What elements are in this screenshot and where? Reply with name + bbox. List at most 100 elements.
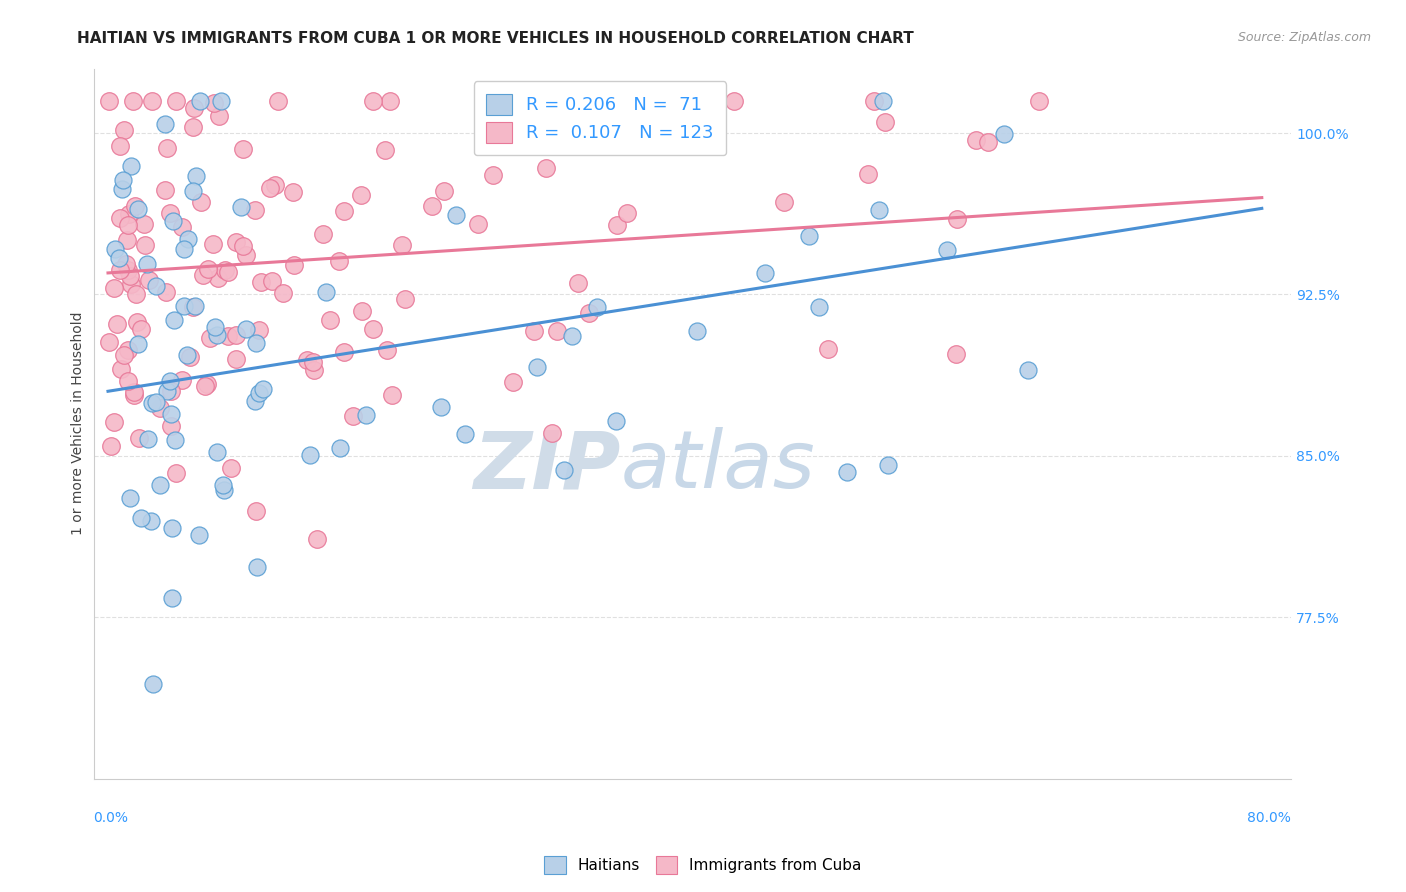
Point xyxy=(165,94,187,108)
Point xyxy=(127,336,149,351)
Point xyxy=(118,206,141,220)
Point xyxy=(104,242,127,256)
Point xyxy=(122,384,145,399)
Point xyxy=(108,251,131,265)
Point xyxy=(235,248,257,262)
Point xyxy=(536,161,558,176)
Point xyxy=(135,257,157,271)
Point xyxy=(977,135,1000,149)
Point xyxy=(132,217,155,231)
Point xyxy=(187,527,209,541)
Point xyxy=(394,292,416,306)
Point xyxy=(872,94,894,108)
Point xyxy=(138,273,160,287)
Point xyxy=(184,299,207,313)
Point xyxy=(204,320,226,334)
Point xyxy=(145,395,167,409)
Point xyxy=(160,521,183,535)
Point xyxy=(350,304,373,318)
Point xyxy=(247,323,270,337)
Point xyxy=(454,427,477,442)
Point xyxy=(162,214,184,228)
Point xyxy=(723,94,745,108)
Point xyxy=(283,258,305,272)
Point xyxy=(173,242,195,256)
Point xyxy=(243,394,266,409)
Point xyxy=(225,352,247,367)
Point xyxy=(117,343,139,357)
Point xyxy=(195,376,218,391)
Text: 80.0%: 80.0% xyxy=(1247,811,1291,824)
Point xyxy=(108,262,131,277)
Text: atlas: atlas xyxy=(620,427,815,505)
Point xyxy=(328,254,350,268)
Point xyxy=(553,463,575,477)
Point xyxy=(298,448,321,462)
Point xyxy=(122,94,145,108)
Point xyxy=(201,237,224,252)
Point xyxy=(184,169,207,183)
Point xyxy=(136,432,159,446)
Point xyxy=(155,384,177,399)
Point xyxy=(232,239,254,253)
Point xyxy=(183,101,205,115)
Point xyxy=(245,503,267,517)
Point xyxy=(616,206,638,220)
Point xyxy=(281,185,304,199)
Point xyxy=(105,317,128,331)
Point xyxy=(160,591,183,605)
Point xyxy=(578,306,600,320)
Point xyxy=(98,334,121,349)
Point xyxy=(179,350,201,364)
Point xyxy=(110,362,132,376)
Point xyxy=(858,167,880,181)
Point xyxy=(526,359,548,374)
Point xyxy=(605,414,627,428)
Point xyxy=(202,95,225,110)
Point xyxy=(190,94,212,108)
Point xyxy=(120,159,142,173)
Point xyxy=(231,201,253,215)
Point xyxy=(502,375,524,389)
Point xyxy=(217,264,239,278)
Point xyxy=(252,382,274,396)
Point xyxy=(118,268,141,283)
Point xyxy=(945,211,967,226)
Point xyxy=(125,286,148,301)
Point xyxy=(754,266,776,280)
Point xyxy=(235,322,257,336)
Point xyxy=(205,445,228,459)
Point xyxy=(561,329,583,343)
Point xyxy=(259,181,281,195)
Point xyxy=(868,202,890,217)
Text: ZIP: ZIP xyxy=(472,427,620,505)
Point xyxy=(129,510,152,524)
Point xyxy=(181,184,204,198)
Point xyxy=(191,268,214,282)
Point xyxy=(122,388,145,402)
Point xyxy=(1017,362,1039,376)
Point xyxy=(302,355,325,369)
Point xyxy=(936,243,959,257)
Point xyxy=(145,279,167,293)
Point xyxy=(482,168,505,182)
Point xyxy=(181,120,204,135)
Point xyxy=(207,327,229,342)
Text: HAITIAN VS IMMIGRANTS FROM CUBA 1 OR MORE VEHICLES IN HOUSEHOLD CORRELATION CHAR: HAITIAN VS IMMIGRANTS FROM CUBA 1 OR MOR… xyxy=(77,31,914,46)
Point xyxy=(159,206,181,220)
Point xyxy=(103,281,125,295)
Point xyxy=(217,329,239,343)
Point xyxy=(111,172,134,186)
Point xyxy=(156,141,179,155)
Point xyxy=(141,514,163,528)
Point xyxy=(430,400,453,414)
Legend: R = 0.206   N =  71, R =  0.107   N = 123: R = 0.206 N = 71, R = 0.107 N = 123 xyxy=(474,81,725,155)
Point xyxy=(117,218,139,232)
Point xyxy=(207,271,229,285)
Point xyxy=(165,467,187,481)
Point xyxy=(686,324,709,338)
Point xyxy=(153,183,176,197)
Point xyxy=(363,94,385,108)
Point xyxy=(523,324,546,338)
Point xyxy=(356,409,378,423)
